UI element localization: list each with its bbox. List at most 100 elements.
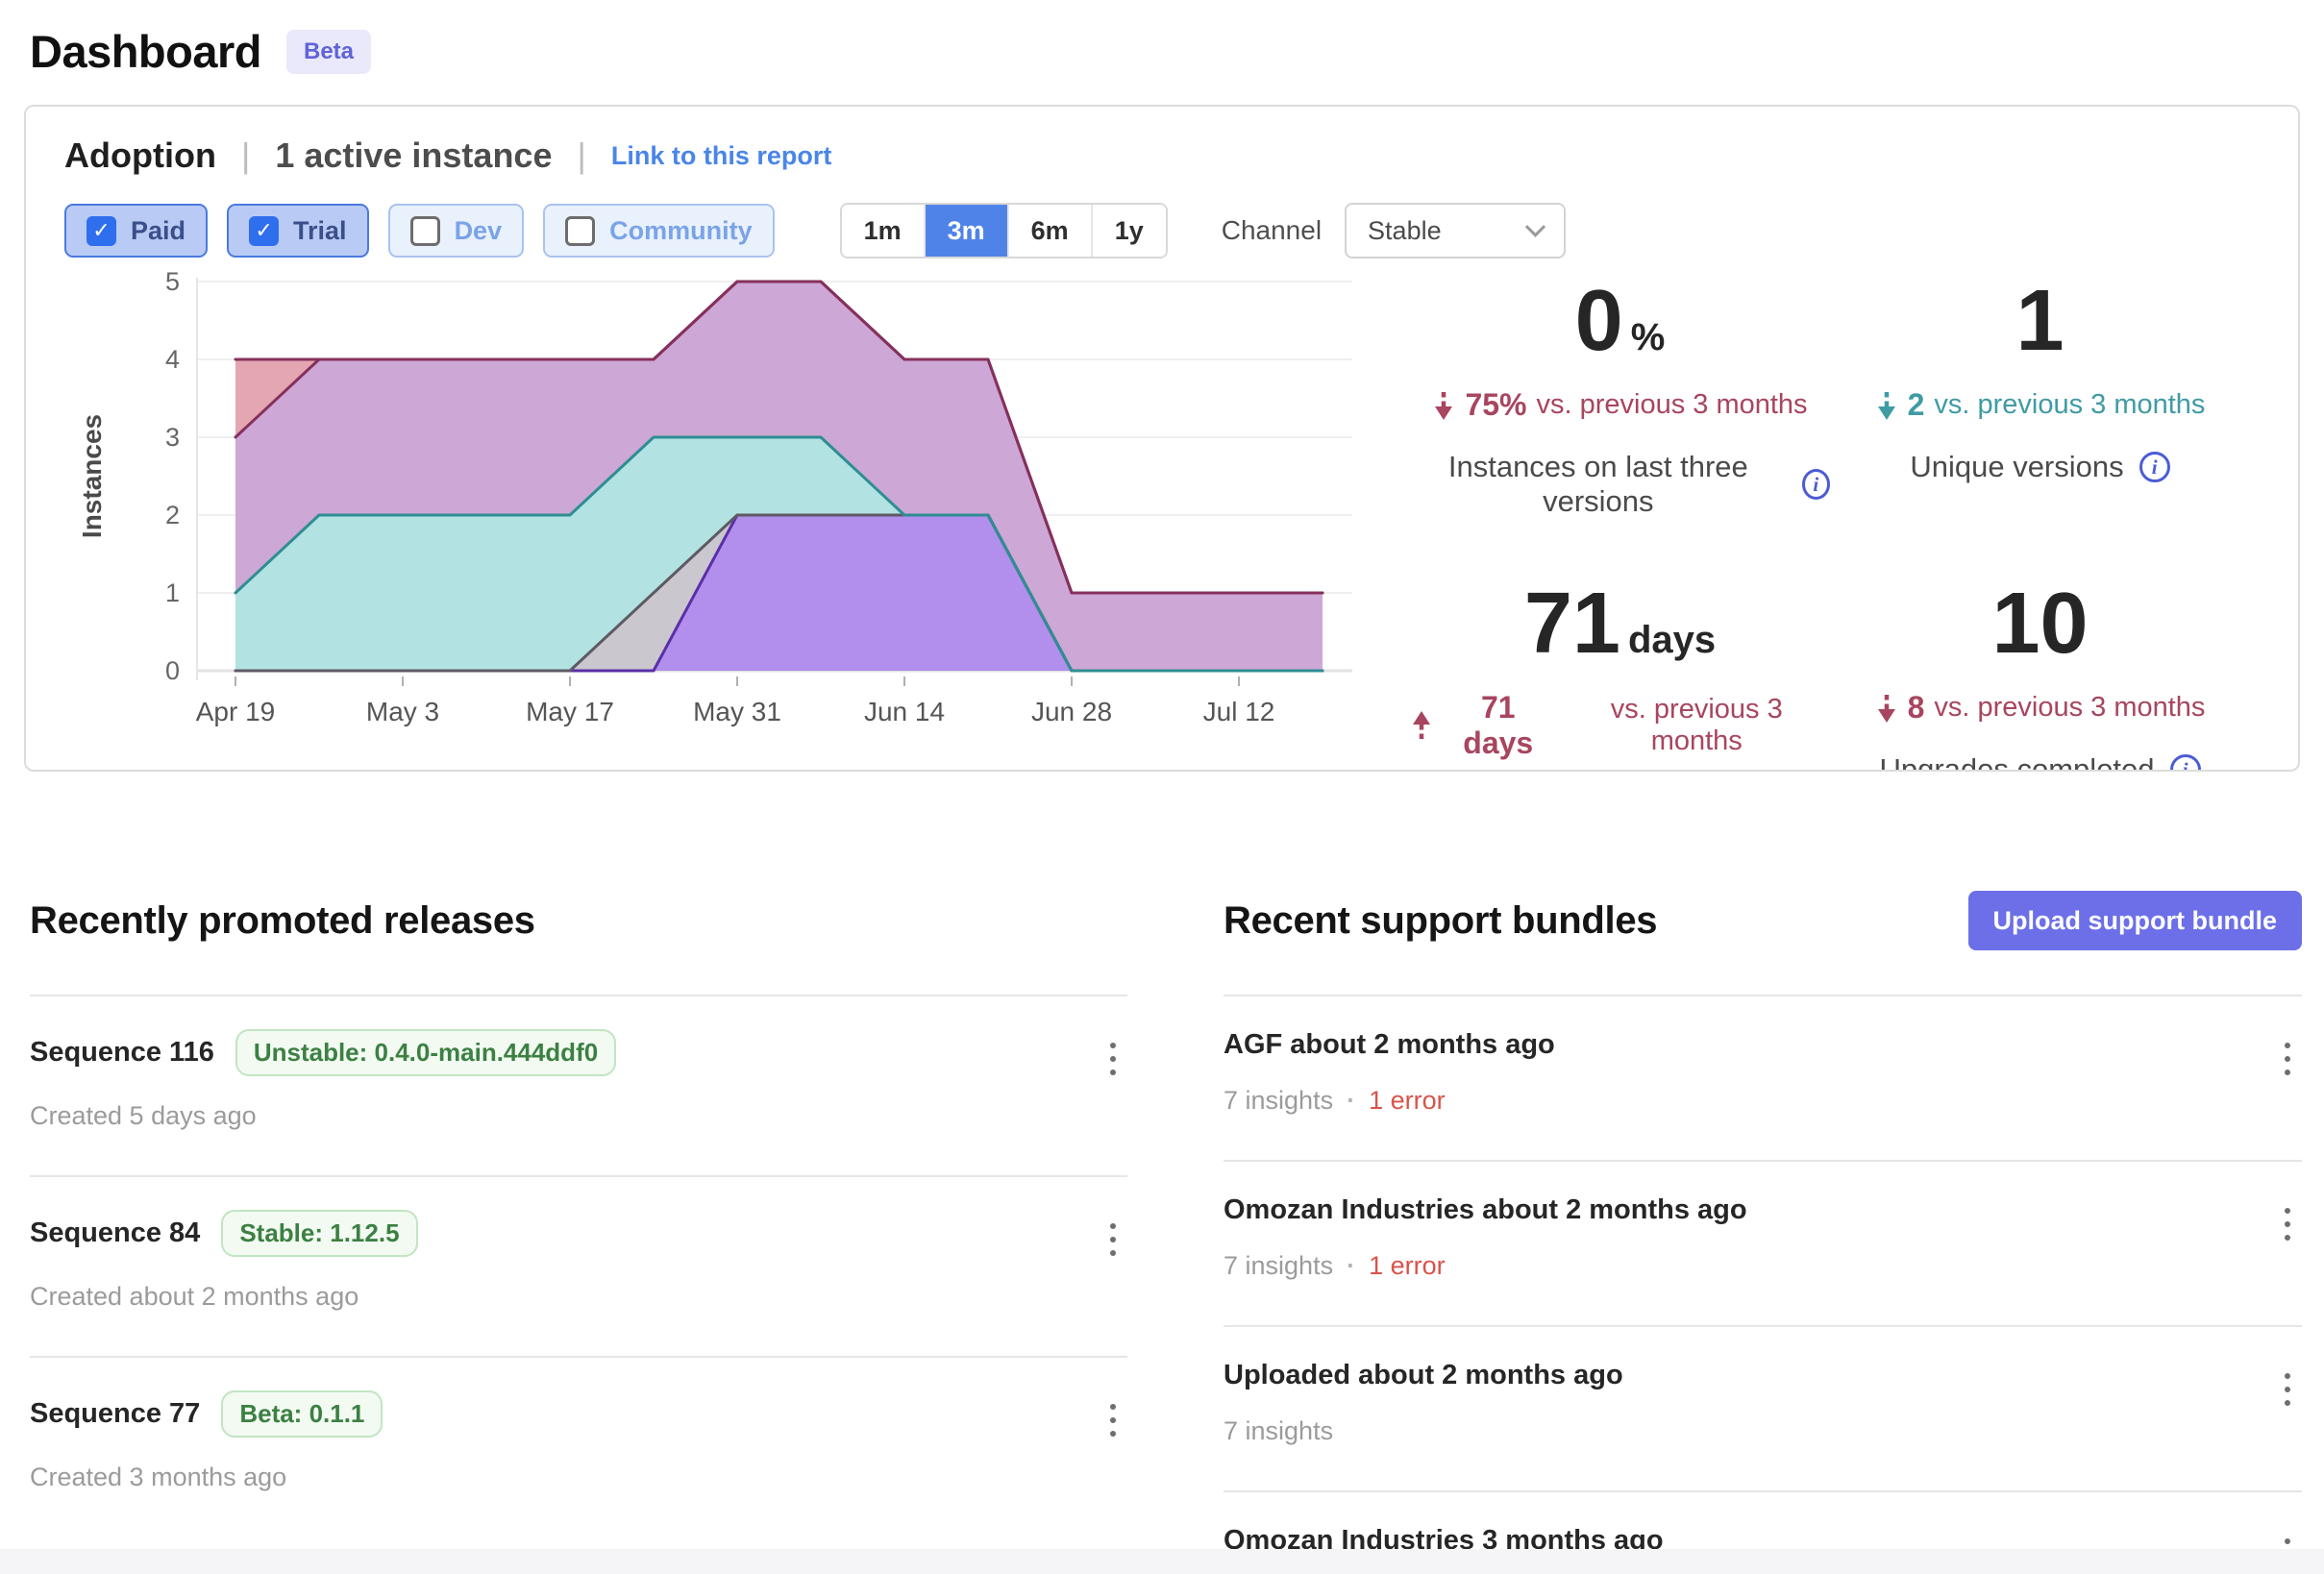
svg-text:May 17: May 17 — [526, 697, 614, 726]
stat-delta: 75% vs. previous 3 months — [1410, 387, 1830, 423]
filter-trial[interactable]: ✓ Trial — [227, 204, 369, 258]
stat-value: 71 days — [1523, 576, 1717, 672]
active-instance-count: 1 active instance — [275, 135, 553, 175]
bundle-title: Uploaded about 2 months ago — [1224, 1360, 1623, 1390]
kebab-menu-icon[interactable] — [1104, 1037, 1122, 1081]
release-title: Sequence 116 — [30, 1037, 214, 1068]
checkbox-icon: ✓ — [87, 215, 116, 246]
svg-text:Instances: Instances — [77, 414, 107, 538]
bundle-row: AGF about 2 months ago 7 insights · 1 er… — [1224, 996, 2302, 1162]
adoption-card-body: 0 1 2 3 4 5 Instances Apr 19 May 3 May 17 May 31 Ju… — [64, 264, 2260, 770]
bottom-section: Recently promoted releases Sequence 116 … — [0, 889, 2324, 1574]
time-range-3m[interactable]: 3m — [925, 205, 1009, 257]
time-range-group: 1m 3m 6m 1y — [839, 203, 1168, 258]
dot-separator: · — [1347, 1251, 1356, 1280]
release-row: Sequence 84 Stable: 1.12.5 Created about… — [30, 1177, 1127, 1358]
checkbox-icon — [565, 215, 596, 246]
svg-text:May 3: May 3 — [366, 697, 439, 726]
channel-selected-value: Stable — [1368, 215, 1442, 245]
dot-separator: · — [1347, 1086, 1356, 1115]
stat-delta: 2 vs. previous 3 months — [1830, 387, 2250, 423]
arrow-down-icon — [1877, 391, 1895, 420]
link-to-report[interactable]: Link to this report — [610, 140, 832, 170]
filter-community[interactable]: Community — [543, 204, 775, 258]
release-created: Created 3 months ago — [30, 1463, 287, 1491]
time-range-1m[interactable]: 1m — [841, 205, 926, 257]
bundle-errors: 1 error — [1369, 1086, 1446, 1115]
kebab-menu-icon[interactable] — [1104, 1217, 1122, 1262]
bundle-insights: 7 insights — [1224, 1086, 1334, 1115]
svg-text:May 31: May 31 — [693, 697, 781, 726]
kebab-menu-icon[interactable] — [1104, 1398, 1122, 1442]
release-created: Created about 2 months ago — [30, 1282, 359, 1311]
bundle-row: Uploaded about 2 months ago 7 insights · — [1224, 1327, 2302, 1492]
svg-text:Jun 28: Jun 28 — [1031, 697, 1112, 726]
svg-text:1: 1 — [165, 578, 180, 607]
bundle-title: Omozan Industries about 2 months ago — [1224, 1194, 1747, 1225]
bundle-errors: 1 error — [1369, 1251, 1446, 1280]
release-created: Created 5 days ago — [30, 1101, 257, 1130]
releases-section: Recently promoted releases Sequence 116 … — [30, 889, 1127, 1574]
filter-label: Community — [609, 215, 753, 245]
checkbox-icon: ✓ — [249, 215, 280, 246]
info-icon[interactable]: i — [2169, 754, 2201, 770]
kebab-menu-icon[interactable] — [2279, 1037, 2296, 1081]
filter-label: Trial — [293, 215, 347, 245]
bundle-insights: 7 insights — [1224, 1416, 1334, 1445]
bundles-list: AGF about 2 months ago 7 insights · 1 er… — [1224, 995, 2302, 1574]
channel-select[interactable]: Stable — [1345, 203, 1567, 258]
bundles-section: Recent support bundles Upload support bu… — [1224, 889, 2302, 1574]
filter-label: Dev — [454, 215, 503, 245]
svg-text:0: 0 — [165, 656, 180, 685]
chevron-down-icon — [1524, 216, 1546, 237]
release-row: Sequence 116 Unstable: 0.4.0-main.444ddf… — [30, 996, 1127, 1177]
svg-text:2: 2 — [165, 501, 180, 529]
filter-paid[interactable]: ✓ Paid — [64, 204, 209, 258]
release-version-badge: Beta: 0.1.1 — [221, 1390, 383, 1438]
release-row: Sequence 77 Beta: 0.1.1 Created 3 months… — [30, 1358, 1127, 1537]
stat-value: 0% — [1574, 273, 1666, 369]
release-version-badge: Unstable: 0.4.0-main.444ddf0 — [235, 1029, 617, 1076]
stat-value: 10 — [1991, 576, 2089, 672]
adoption-card: Adoption | 1 active instance | Link to t… — [24, 105, 2300, 772]
time-range-6m[interactable]: 6m — [1008, 205, 1093, 257]
arrow-down-icon — [1877, 694, 1895, 723]
upload-support-bundle-button[interactable]: Upload support bundle — [1967, 891, 2302, 950]
page-header: Dashboard Beta — [0, 0, 2324, 78]
stat-label: Instances on last three versions i — [1410, 450, 1830, 519]
divider: | — [240, 135, 251, 175]
release-title: Sequence 84 — [30, 1217, 201, 1248]
bundle-row: Omozan Industries about 2 months ago 7 i… — [1224, 1162, 2302, 1327]
arrow-down-icon — [1435, 391, 1453, 420]
release-version-badge: Stable: 1.12.5 — [221, 1210, 418, 1257]
kebab-menu-icon[interactable] — [2279, 1367, 2296, 1412]
channel-control: Channel Stable — [1222, 203, 1567, 258]
beta-badge: Beta — [286, 29, 372, 74]
arrow-up-icon — [1413, 711, 1430, 739]
info-icon[interactable]: i — [2139, 452, 2170, 482]
divider: | — [577, 135, 586, 175]
releases-heading: Recently promoted releases — [30, 898, 535, 942]
bundle-title: AGF about 2 months ago — [1224, 1029, 1555, 1060]
releases-list: Sequence 116 Unstable: 0.4.0-main.444ddf… — [30, 995, 1127, 1537]
stat-delta: 8 vs. previous 3 months — [1830, 690, 2250, 726]
stat-label: Upgrades completed i — [1830, 752, 2250, 770]
adoption-card-header: Adoption | 1 active instance | Link to t… — [64, 135, 2260, 176]
stat-unique-versions: 1 2 vs. previous 3 months Unique versions… — [1830, 278, 2250, 519]
checkbox-icon — [409, 215, 440, 246]
kebab-menu-icon[interactable] — [2279, 1202, 2296, 1246]
page-title: Dashboard — [30, 26, 262, 77]
adoption-filter-row: ✓ Paid ✓ Trial Dev Community 1m 3m 6m 1y… — [64, 203, 2260, 258]
time-range-1y[interactable]: 1y — [1092, 205, 1166, 257]
stat-instances-last-three-versions: 0% 75% vs. previous 3 months Instances on… — [1410, 278, 1830, 519]
filter-label: Paid — [131, 215, 186, 245]
svg-text:5: 5 — [165, 267, 180, 296]
stat-upgrades-completed: 10 8 vs. previous 3 months Upgrades compl… — [1830, 576, 2250, 770]
filter-dev[interactable]: Dev — [387, 204, 525, 258]
stat-label: Unique versions i — [1830, 450, 2250, 484]
info-icon[interactable]: i — [1801, 469, 1830, 500]
svg-text:Apr 19: Apr 19 — [196, 697, 276, 726]
release-title: Sequence 77 — [30, 1398, 201, 1429]
adoption-chart: 0 1 2 3 4 5 Instances Apr 19 May 3 May 17 May 31 Ju… — [64, 264, 1381, 770]
